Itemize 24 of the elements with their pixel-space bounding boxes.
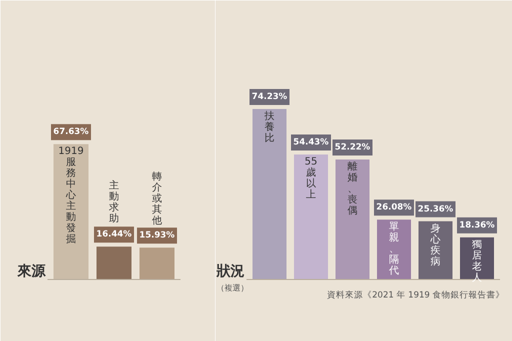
category-label: 1919服務中心主動發掘 <box>58 146 84 246</box>
x-tick-label: 身心疾病 <box>430 222 440 268</box>
data-label: 67.63% <box>53 127 90 138</box>
data-label: 26.08% <box>376 202 412 213</box>
bar <box>294 154 328 280</box>
x-tick-label: 主動求助 <box>109 180 119 225</box>
x-tick-label: 單親、隔代 <box>388 222 399 277</box>
bar <box>252 109 286 280</box>
x-tick-label: 轉介或其他 <box>152 172 162 227</box>
data-label: 16.44% <box>96 230 132 240</box>
text: 狀況 <box>216 264 244 280</box>
data-label: 15.93% <box>139 230 176 241</box>
bar <box>336 160 370 280</box>
source-note: 資料來源《2021 年 1919 食物銀行報告書》 <box>327 290 505 300</box>
text: （複選） <box>216 284 248 292</box>
x-tick-label: 55歲以上 <box>304 156 318 200</box>
data-label: 74.23% <box>252 92 288 102</box>
data-label: 18.36% <box>459 220 496 230</box>
x-tick-label: 扶養比 <box>264 110 274 144</box>
text: 來源 <box>16 264 46 280</box>
data-label: 54.43% <box>293 137 330 148</box>
x-tick-label: 離婚、喪偶 <box>348 160 358 217</box>
data-label: 52.22% <box>334 142 371 153</box>
data-label: 25.36% <box>418 204 454 214</box>
